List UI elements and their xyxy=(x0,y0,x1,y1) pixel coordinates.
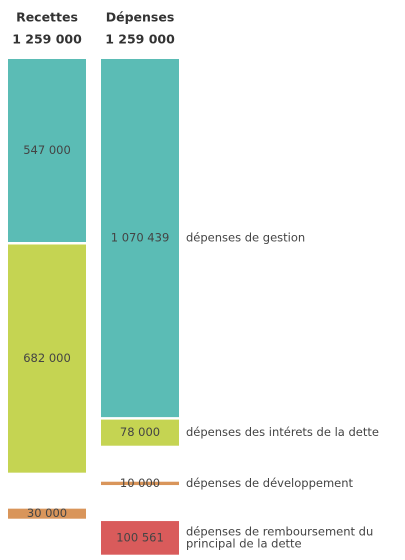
value-label: 78 000 xyxy=(120,425,160,439)
value-label: 100 561 xyxy=(116,530,164,544)
segment xyxy=(8,59,86,242)
segment-label: dépenses des intérets de la dette xyxy=(186,425,379,439)
value-label: 30 000 xyxy=(27,506,67,520)
segment xyxy=(101,59,179,418)
segment xyxy=(101,481,179,486)
value-label: 682 000 xyxy=(23,351,71,365)
value-label: 10 000 xyxy=(120,476,160,490)
value-label: 1 070 439 xyxy=(111,231,170,245)
segment-label: principal de la dette xyxy=(186,536,302,550)
segment xyxy=(8,244,86,473)
value-label: 547 000 xyxy=(23,143,71,157)
segment-label: dépenses de remboursement du xyxy=(186,524,373,538)
column-title: Dépenses xyxy=(106,10,175,25)
segment xyxy=(101,521,179,555)
segment-label: dépenses de développement xyxy=(186,476,354,490)
column-total: 1 259 000 xyxy=(12,32,82,47)
segment xyxy=(101,419,179,446)
column-total: 1 259 000 xyxy=(105,32,175,47)
column-title: Recettes xyxy=(16,10,78,25)
segment-label: dépenses de gestion xyxy=(186,231,305,245)
segment xyxy=(8,508,86,519)
